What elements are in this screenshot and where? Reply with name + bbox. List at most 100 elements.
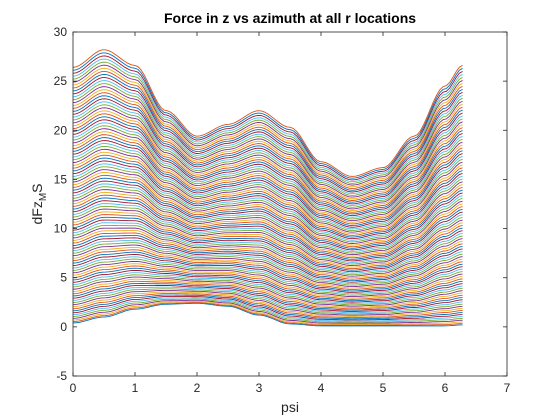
series-line <box>72 296 463 321</box>
series-line <box>72 197 463 260</box>
x-tick-label: 5 <box>380 381 387 395</box>
series-line <box>72 174 463 248</box>
series-line <box>72 160 463 240</box>
series-line <box>72 101 463 207</box>
series-line <box>72 278 463 308</box>
series-line <box>72 227 463 277</box>
x-tick-label: 1 <box>132 381 139 395</box>
series-line <box>72 140 463 228</box>
series-line <box>72 80 463 195</box>
series-line <box>72 291 463 317</box>
series-lines <box>72 49 463 327</box>
series-line <box>72 230 463 279</box>
series-line <box>72 191 463 257</box>
series-line <box>72 297 463 322</box>
series-line <box>72 151 463 235</box>
series-line <box>72 269 463 303</box>
series-line <box>72 134 463 225</box>
series-line <box>72 265 463 300</box>
series-line <box>72 263 463 299</box>
series-line <box>72 186 463 254</box>
x-tick-label: 3 <box>256 381 263 395</box>
y-tick-label: 0 <box>60 320 67 334</box>
series-line <box>72 166 463 243</box>
plot-frame <box>72 31 508 377</box>
x-tick-label: 7 <box>504 381 511 395</box>
series-line <box>72 89 463 200</box>
series-line <box>72 249 463 290</box>
series-line <box>72 157 463 238</box>
series-line <box>72 70 463 190</box>
series-line <box>72 234 463 282</box>
series-line <box>72 189 463 256</box>
series-line <box>72 180 463 251</box>
series-line <box>72 74 463 191</box>
series-line <box>72 107 463 210</box>
series-line <box>72 177 463 249</box>
y-axis-label-tail: S <box>29 183 45 192</box>
series-line <box>72 172 463 246</box>
series-line <box>72 258 463 296</box>
series-line <box>72 148 463 233</box>
chart-title: Force in z vs azimuth at all r locations <box>164 10 416 26</box>
series-line <box>72 55 463 181</box>
series-line <box>72 283 463 311</box>
series-line <box>72 86 463 198</box>
series-line <box>72 272 463 304</box>
series-line <box>72 239 463 285</box>
series-line <box>72 267 463 302</box>
series-line <box>72 288 463 315</box>
series-line <box>72 169 463 244</box>
series-line <box>72 77 463 193</box>
series-line <box>72 83 463 196</box>
series-line <box>72 95 463 203</box>
series-line <box>72 116 463 215</box>
series-line <box>72 256 463 295</box>
series-line <box>72 214 463 270</box>
y-axis-label-sub: M <box>38 193 49 201</box>
series-line <box>72 49 463 177</box>
series-line <box>72 302 463 327</box>
y-tick-label: 5 <box>60 271 67 285</box>
series-line <box>72 274 463 306</box>
series-line <box>72 286 463 314</box>
y-tick-label: 20 <box>54 123 68 137</box>
series-line <box>72 128 463 222</box>
series-line <box>72 200 463 262</box>
series-line <box>72 293 463 319</box>
x-axis-label: psi <box>281 399 299 415</box>
series-line <box>72 232 463 280</box>
series-line <box>72 194 463 259</box>
series-line <box>72 104 463 208</box>
series-line <box>72 224 463 276</box>
series-line <box>72 285 463 312</box>
series-line <box>72 246 463 289</box>
series-line <box>72 251 463 292</box>
series-line <box>72 208 463 266</box>
series-line <box>72 145 463 231</box>
series-line <box>72 299 463 324</box>
series-line <box>72 119 463 217</box>
series-line <box>72 237 463 283</box>
y-tick-label: -5 <box>56 369 67 383</box>
series-line <box>72 67 463 188</box>
x-tick-label: 6 <box>442 381 449 395</box>
x-tick-label: 0 <box>70 381 77 395</box>
series-line <box>72 92 463 201</box>
series-line <box>72 289 463 316</box>
series-line <box>72 143 463 230</box>
series-line <box>72 131 463 223</box>
series-line <box>72 260 463 298</box>
series-line <box>72 113 463 213</box>
x-tick-label: 2 <box>194 381 201 395</box>
series-line <box>72 242 463 286</box>
y-tick-label: 10 <box>54 222 68 236</box>
series-line <box>72 298 463 323</box>
y-axis-label-main: dFz <box>29 201 45 224</box>
x-tick-label: 4 <box>318 381 325 395</box>
y-tick-label: 25 <box>54 74 68 88</box>
series-line <box>72 205 463 265</box>
series-line <box>72 216 463 271</box>
